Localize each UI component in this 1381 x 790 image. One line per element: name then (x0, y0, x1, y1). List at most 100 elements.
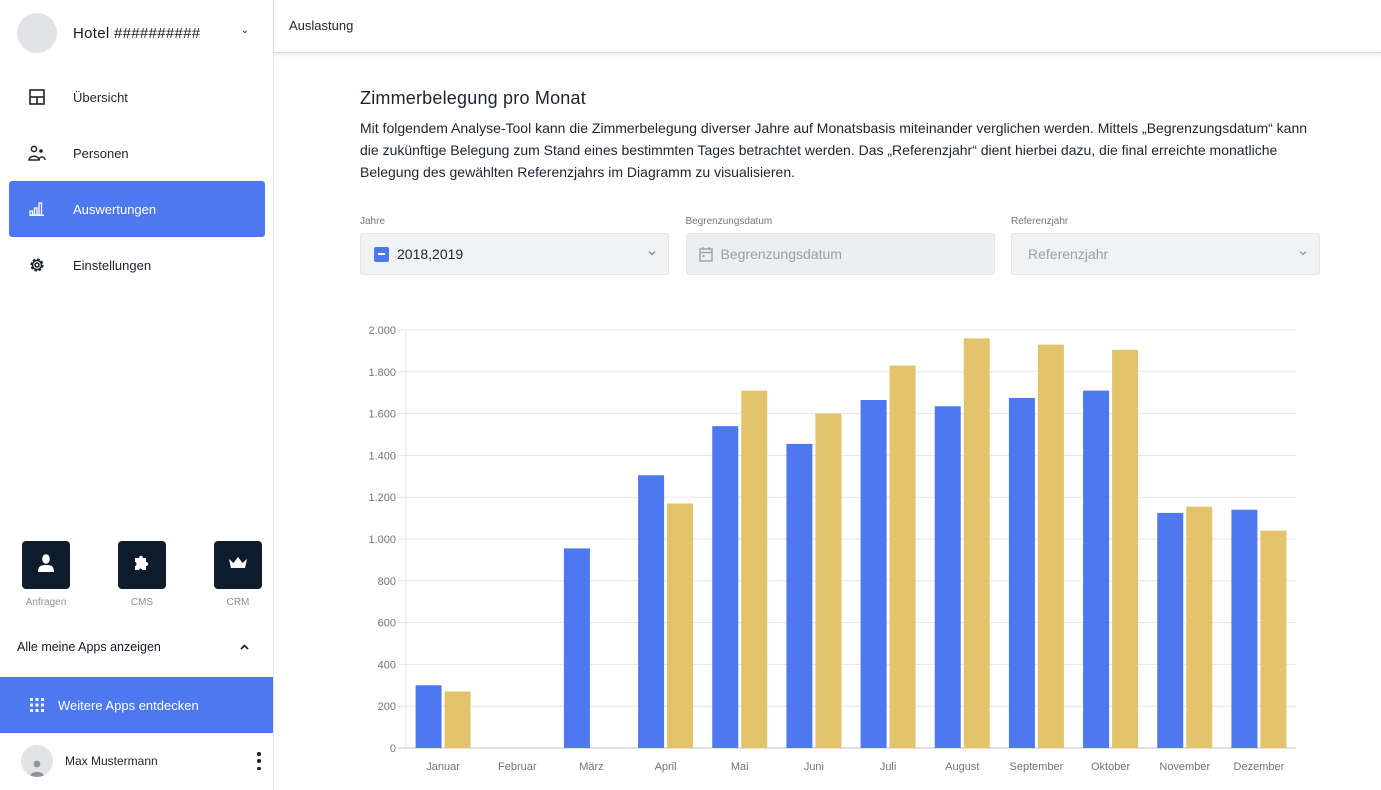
person-icon (37, 553, 55, 578)
sidebar-item-label: Personen (73, 145, 129, 161)
calendar-icon (698, 246, 713, 262)
top-bar: Auslastung (274, 0, 1381, 53)
sidebar-item-auswertungen[interactable]: Auswertungen (9, 181, 265, 237)
more-options-icon[interactable] (255, 752, 263, 770)
user-avatar (21, 745, 53, 777)
y-tick-label: 400 (378, 659, 396, 671)
x-axis-labels: Januar Februar März April Mai Juni Juli August S… (426, 761, 1284, 773)
sidebar-item-label: Auswertungen (73, 201, 157, 217)
app-cms[interactable]: CMS (118, 541, 166, 608)
discover-apps-button[interactable]: Weitere Apps entdecken (0, 677, 273, 733)
puzzle-icon (132, 553, 152, 578)
bar-2018-september[interactable] (1008, 397, 1035, 748)
hotel-name: Hotel ########## (73, 24, 201, 42)
bar-chart-icon (28, 200, 46, 218)
reference-year-label: Referenzjahr (1011, 216, 1069, 227)
app-tile[interactable] (214, 541, 262, 589)
chevron-up-icon (240, 642, 249, 653)
occupancy-chart: 0 200 400 600 800 1.000 1.200 1.400 1.600 1.800 2.… (360, 318, 1310, 783)
hotel-switcher[interactable]: Hotel ########## ⌄ (17, 13, 265, 53)
section-description: Mit folgendem Analyse-Tool kann die Zimm… (360, 120, 1308, 180)
chevron-down-icon: ⌄ (240, 25, 249, 36)
bar-2019-april[interactable] (667, 503, 694, 748)
section-heading: Zimmerbelegung pro Monat (360, 88, 586, 108)
show-all-apps-toggle[interactable]: Alle meine Apps anzeigen (17, 636, 257, 658)
bar-2019-juli[interactable] (889, 365, 916, 748)
people-icon (28, 144, 46, 162)
x-tick-label: Mai (731, 761, 749, 773)
bar-2018-oktober[interactable] (1083, 390, 1110, 748)
y-tick-label: 1.400 (368, 450, 396, 462)
app-crm[interactable]: CRM (214, 541, 262, 608)
app-shortcuts: Anfragen CMS CRM (22, 541, 262, 608)
y-tick-label: 1.000 (368, 534, 396, 546)
bar-2019-august[interactable] (963, 338, 990, 748)
app-anfragen[interactable]: Anfragen (22, 541, 70, 608)
sidebar-item-einstellungen[interactable]: Einstellungen (9, 237, 265, 293)
bar-2018-november[interactable] (1157, 512, 1184, 748)
bar-2018-januar[interactable] (415, 685, 442, 748)
y-tick-label: 1.800 (368, 367, 396, 379)
sidebar-nav: Übersicht Personen Auswertungen Einstell… (9, 69, 265, 293)
y-axis-ticks: 0 200 400 600 800 1.000 1.200 1.400 1.600 1.800 2.… (368, 325, 396, 755)
user-name: Max Mustermann (65, 754, 158, 768)
bar-2019-oktober[interactable] (1112, 349, 1139, 748)
y-tick-label: 2.000 (368, 325, 396, 337)
bar-2019-mai[interactable] (741, 390, 768, 748)
x-tick-label: Dezember (1234, 761, 1285, 773)
bar-2018-juli[interactable] (860, 400, 887, 748)
chevron-down-icon (648, 248, 656, 258)
y-tick-label: 0 (390, 743, 396, 755)
limit-date-field: Begrenzungsdatum Begrenzungsdatum (685, 216, 995, 275)
sidebar-item-label: Einstellungen (73, 257, 152, 273)
layout-icon (28, 88, 46, 106)
main-content: Zimmerbelegung pro Monat Mit folgendem A… (360, 88, 1320, 183)
y-tick-label: 200 (378, 701, 396, 713)
sidebar-item-label: Übersicht (73, 89, 128, 105)
bar-2019-juni[interactable] (815, 413, 842, 748)
chart-bars (415, 338, 1287, 748)
limit-date-placeholder: Begrenzungsdatum (720, 246, 842, 262)
limit-date-label: Begrenzungsdatum (685, 216, 773, 227)
chevron-down-icon (1299, 248, 1307, 258)
years-select[interactable]: 2018,2019 (360, 233, 669, 275)
page-title: Auslastung (289, 18, 354, 33)
reference-year-select[interactable]: Referenzjahr (1011, 233, 1320, 275)
x-tick-label: Juli (880, 761, 897, 773)
hotel-avatar (17, 13, 57, 53)
bar-2018-mai[interactable] (712, 426, 739, 748)
bar-2019-januar[interactable] (444, 691, 471, 748)
sidebar: Hotel ########## ⌄ Übersicht Personen Au… (0, 0, 274, 790)
filter-bar: Jahre 2018,2019 Begrenzungsdatum Begrenz… (360, 216, 1320, 275)
y-tick-label: 800 (378, 576, 396, 588)
y-tick-label: 1.600 (368, 409, 396, 421)
bar-2019-dezember[interactable] (1260, 530, 1287, 748)
bar-2019-september[interactable] (1037, 344, 1064, 748)
x-tick-label: Februar (498, 761, 537, 773)
app-label: CRM (226, 597, 250, 608)
sidebar-item-uebersicht[interactable]: Übersicht (9, 69, 265, 125)
bar-2018-märz[interactable] (563, 548, 590, 748)
bar-2018-juni[interactable] (786, 443, 813, 748)
x-tick-label: März (579, 761, 603, 773)
years-label: Jahre (360, 216, 386, 227)
bar-2018-april[interactable] (638, 475, 665, 748)
crown-icon (228, 555, 248, 576)
sidebar-item-personen[interactable]: Personen (9, 125, 265, 181)
app-tile[interactable] (22, 541, 70, 589)
y-tick-label: 600 (378, 618, 396, 630)
bar-chart: 0 200 400 600 800 1.000 1.200 1.400 1.600 1.800 2.… (368, 325, 1296, 773)
discover-apps-label: Weitere Apps entdecken (58, 697, 199, 713)
chart-gridlines (398, 329, 1296, 749)
show-all-apps-label: Alle meine Apps anzeigen (17, 640, 161, 654)
years-field: Jahre 2018,2019 (360, 216, 669, 275)
app-tile[interactable] (118, 541, 166, 589)
limit-date-input[interactable]: Begrenzungsdatum (685, 233, 995, 275)
deselect-checkbox-icon[interactable] (374, 246, 389, 262)
x-tick-label: November (1159, 761, 1210, 773)
bar-2019-november[interactable] (1186, 506, 1213, 748)
app-label: CMS (130, 597, 154, 608)
user-profile[interactable]: Max Mustermann (21, 744, 269, 778)
bar-2018-dezember[interactable] (1231, 509, 1258, 748)
bar-2018-august[interactable] (934, 406, 961, 748)
